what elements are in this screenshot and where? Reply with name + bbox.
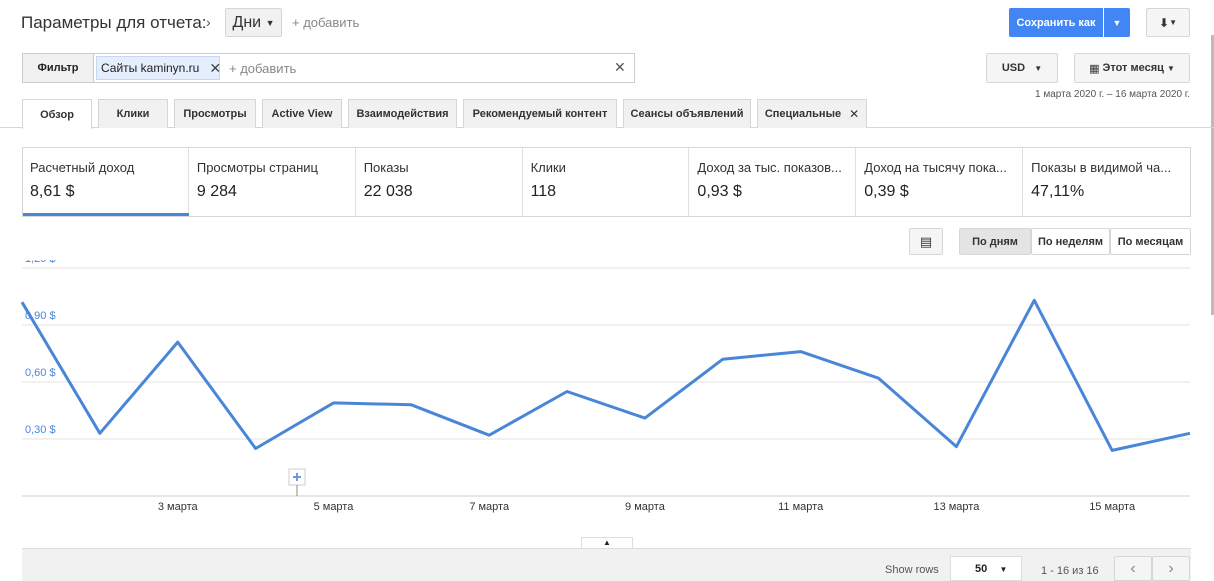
tab-label: Клики <box>116 108 150 120</box>
scrollbar[interactable] <box>1211 35 1214 315</box>
metric-value: 47,11% <box>1031 183 1085 200</box>
add-filter[interactable]: + добавить <box>229 61 297 76</box>
tab-label: Просмотры <box>183 108 247 120</box>
tab[interactable]: Просмотры <box>174 99 256 128</box>
tab[interactable]: Рекомендуемый контент <box>463 99 617 128</box>
annotation-plus <box>293 473 301 481</box>
metric-label: Просмотры страниц <box>196 160 318 175</box>
metrics-box <box>22 147 1191 217</box>
tab[interactable]: Обзор <box>22 99 92 129</box>
collapse-toggle[interactable]: ▲ <box>581 537 633 549</box>
y-tick-label: 0,30 $ <box>25 424 56 436</box>
currency-select[interactable]: USD ▼ <box>986 53 1058 83</box>
metric-value: 0,39 $ <box>864 183 909 200</box>
view-button[interactable]: По неделям <box>1031 228 1110 255</box>
metric-value: 118 <box>530 183 557 200</box>
rows-select[interactable]: 50 ▼ <box>950 556 1022 581</box>
x-tick-label: 15 марта <box>1089 501 1136 513</box>
metric-card[interactable]: Доход на тысячу пока... 0,39 $ <box>856 148 1024 216</box>
metric-label: Расчетный доход <box>30 160 135 175</box>
metric-value: 8,61 $ <box>30 183 75 200</box>
tab[interactable]: Сеансы объявлений <box>623 99 751 128</box>
x-tick-label: 5 марта <box>314 501 355 513</box>
metric-card[interactable]: Доход за тыс. показов... 0,93 $ <box>689 148 857 216</box>
x-tick-label: 9 марта <box>625 501 666 513</box>
metric-selected-bar <box>23 213 189 216</box>
tab-label: Специальные <box>764 108 842 120</box>
metric-card[interactable]: Просмотры страниц 9 284 <box>189 148 356 216</box>
y-tick-label: 1,20 $ <box>25 260 56 265</box>
save-button[interactable]: Сохранить как <box>1009 8 1103 37</box>
metric-card[interactable]: Показы 22 038 <box>356 148 523 216</box>
metric-card[interactable]: Расчетный доход 8,61 $ <box>22 148 189 216</box>
currency: USD <box>1001 62 1026 74</box>
dimension-select[interactable]: Дни ▼ <box>225 8 282 37</box>
line-series <box>20 298 1191 452</box>
filter-chip[interactable]: Сайты kaminyn.ru ✕ <box>96 56 221 80</box>
y-tick-label: 0,60 $ <box>25 367 56 379</box>
metric-value: 0,93 $ <box>697 183 742 200</box>
tab[interactable]: Active View <box>262 99 342 128</box>
download-button[interactable]: ⬇ ▼ <box>1146 8 1190 37</box>
rows: 50 <box>975 563 988 575</box>
tab[interactable]: Клики <box>98 99 168 128</box>
chip-prefix: Сайты <box>101 61 138 75</box>
x-tick-label: 13 марта <box>933 501 980 513</box>
metric-label: Доход за тыс. показов... <box>697 160 842 175</box>
view-button[interactable]: По месяцам <box>1110 228 1191 255</box>
tab-label: Active View <box>271 108 333 120</box>
metric-label: Показы в видимой ча... <box>1031 160 1172 175</box>
chevron: › <box>206 14 211 30</box>
metric-value: 9 284 <box>196 183 237 200</box>
clear-filter[interactable]: ✕ <box>614 59 626 75</box>
period-select[interactable]: ▦ Этот месяц ▼ <box>1074 53 1190 83</box>
metric-label: Доход на тысячу пока... <box>864 160 1007 175</box>
annotation-button[interactable]: ▤ <box>909 228 943 255</box>
date-range: 1 марта 2020 г. – 16 марта 2020 г. <box>1035 89 1190 100</box>
x-tick-label: 7 марта <box>469 501 510 513</box>
tab-close[interactable]: ✕ <box>849 107 860 121</box>
filter-label: Фильтр <box>23 54 94 82</box>
dimension: Дни <box>232 13 262 31</box>
chip-value: kaminyn.ru <box>140 61 200 75</box>
view-button[interactable]: По дням <box>959 228 1031 255</box>
report-title: Параметры для отчета: <box>21 13 207 32</box>
x-tick-label: 3 марта <box>158 501 199 513</box>
tab-label: Рекомендуемый контент <box>472 108 608 120</box>
metric-value: 22 038 <box>363 183 413 200</box>
show-rows-label: Show rows <box>885 564 939 576</box>
add-dimension[interactable]: + добавить <box>292 15 360 30</box>
tab-label: Сеансы объявлений <box>630 108 744 120</box>
metric-label: Клики <box>530 160 566 175</box>
next-page[interactable]: › <box>1152 556 1190 581</box>
tab-label: Взаимодействия <box>356 108 449 120</box>
tab[interactable]: Взаимодействия <box>348 99 457 128</box>
tab[interactable]: Специальные ✕ <box>757 99 867 128</box>
metric-card[interactable]: Клики 118 <box>523 148 690 216</box>
prev-page[interactable]: ‹ <box>1114 556 1152 581</box>
metric-card[interactable]: Показы в видимой ча... 47,11% <box>1023 148 1190 216</box>
x-tick-label: 11 марта <box>778 501 824 513</box>
metric-label: Показы <box>363 160 409 175</box>
pagination-range: 1 - 16 из 16 <box>1041 565 1099 577</box>
tab-label: Обзор <box>40 108 74 121</box>
period: Этот месяц <box>1102 62 1164 74</box>
save-menu[interactable]: ▼ <box>1104 8 1130 37</box>
